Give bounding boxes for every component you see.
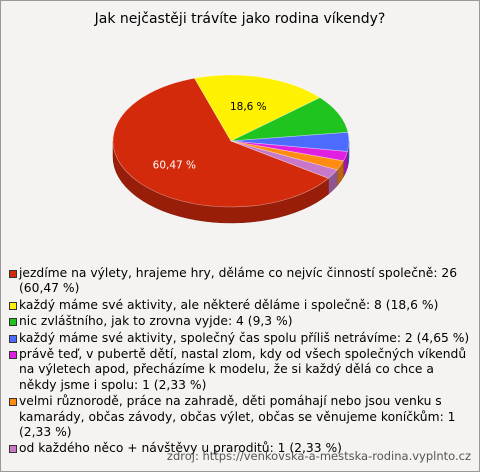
legend-entry: jezdíme na výlety, hrajeme hry, děláme c… <box>9 266 471 297</box>
legend-label: právě teď, v pubertě dětí, nastal zlom, … <box>19 347 467 392</box>
slice <box>194 74 321 142</box>
legend-swatch <box>9 334 17 343</box>
legend-entry: od každého něco + návštěvy u praroditů: … <box>9 441 471 456</box>
legend-label: velmi různorodě, práce na zahradě, děti … <box>19 394 456 440</box>
legend-swatch <box>9 351 17 360</box>
slice <box>230 140 338 179</box>
legend-entry: každý máme své aktivity, společný čas sp… <box>9 331 471 346</box>
legend-entry: právě teď, v pubertě dětí, nastal zlom, … <box>9 347 471 393</box>
legend-label: od každého něco + návštěvy u praroditů: … <box>19 441 342 456</box>
legend-entry: velmi různorodě, práce na zahradě, děti … <box>9 394 471 440</box>
data-label: 60,47 % <box>153 160 196 172</box>
data-label: 18,6 % <box>230 101 267 113</box>
source-note: zdroj: https://venkovska-a-mestska-rodin… <box>166 449 471 463</box>
legend-swatch <box>9 318 17 327</box>
pie-chart: Jak nejčastěji trávíte jako rodina víken… <box>94 11 386 224</box>
legend-swatch <box>9 301 17 310</box>
legend-label: každý máme své aktivity, společný čas sp… <box>19 330 470 345</box>
legend-entry: nic zvláštního, jak to zrovna vyjde: 4 (… <box>9 314 471 329</box>
legend-entry: každý máme své aktivity, ale některé děl… <box>9 298 471 313</box>
legend: jezdíme na výlety, hrajeme hry, děláme c… <box>9 266 471 458</box>
slice <box>112 77 330 208</box>
legend-label: každý máme své aktivity, ale některé děl… <box>19 297 439 312</box>
legend-swatch <box>9 270 17 278</box>
legend-label: nic zvláštního, jak to zrovna vyjde: 4 (… <box>19 314 293 329</box>
legend-label: jezdíme na výlety, hrajeme hry, děláme c… <box>19 266 458 296</box>
legend-swatch <box>9 445 17 454</box>
legend-swatch <box>9 398 17 407</box>
chart-title: Jak nejčastěji trávíte jako rodina víken… <box>94 11 386 27</box>
